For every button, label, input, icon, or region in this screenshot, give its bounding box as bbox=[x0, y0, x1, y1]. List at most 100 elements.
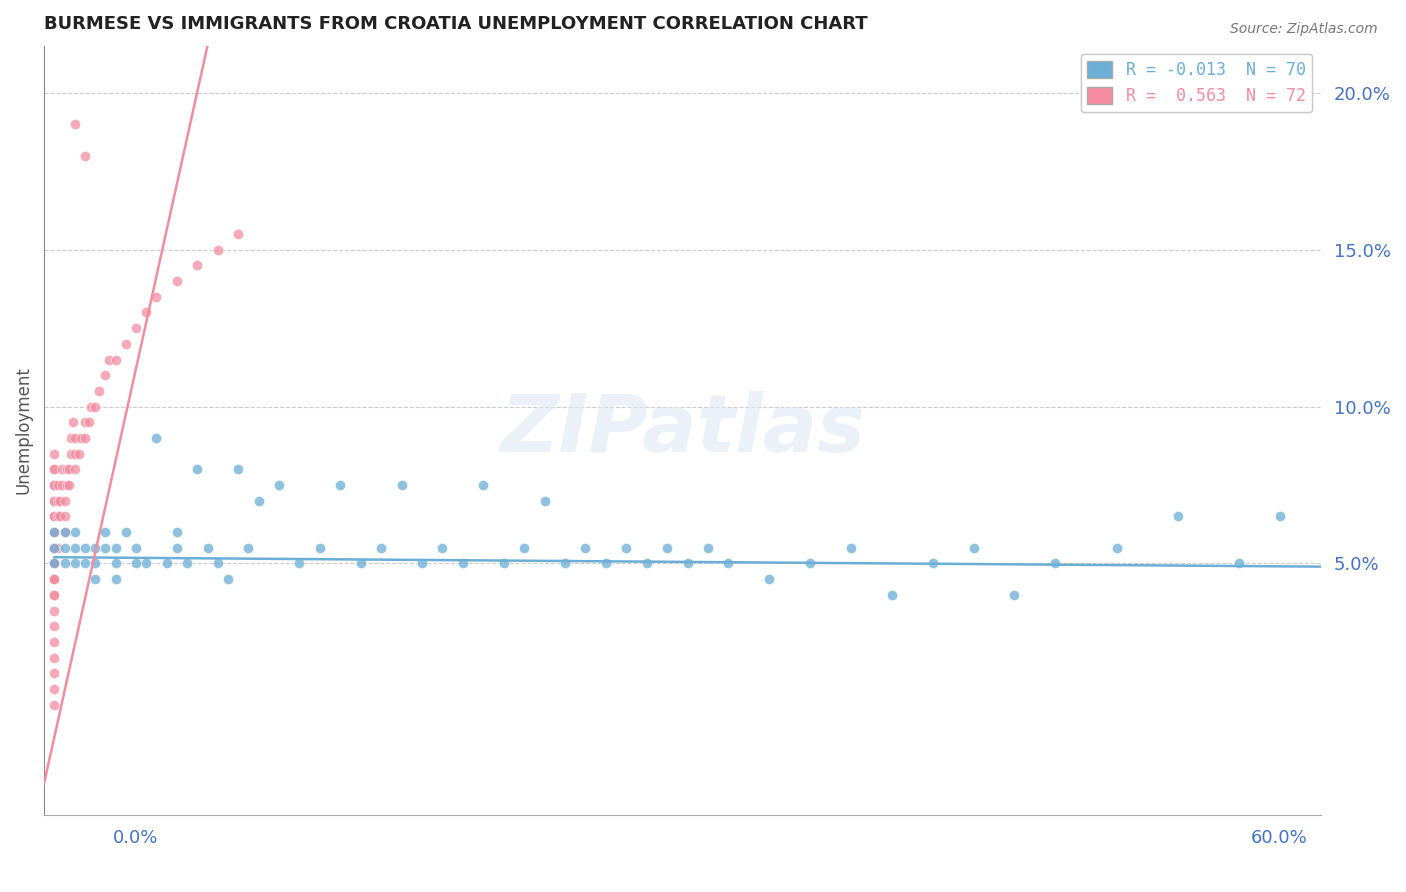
Point bbox=[58, 478, 80, 492]
Point bbox=[839, 541, 862, 555]
Point bbox=[44, 557, 66, 571]
Point bbox=[156, 557, 179, 571]
Point bbox=[53, 557, 76, 571]
Point bbox=[63, 557, 86, 571]
Point bbox=[70, 431, 93, 445]
Point bbox=[655, 541, 678, 555]
Point bbox=[238, 541, 260, 555]
Point bbox=[166, 541, 188, 555]
Point bbox=[614, 541, 637, 555]
Point bbox=[432, 541, 454, 555]
Point bbox=[44, 478, 66, 492]
Point bbox=[595, 557, 617, 571]
Point bbox=[55, 478, 77, 492]
Point bbox=[49, 493, 72, 508]
Point bbox=[44, 493, 66, 508]
Point bbox=[73, 415, 96, 429]
Point bbox=[350, 557, 373, 571]
Point bbox=[135, 305, 157, 319]
Text: ZIPatlas: ZIPatlas bbox=[501, 391, 865, 469]
Point bbox=[411, 557, 433, 571]
Point bbox=[84, 541, 107, 555]
Point bbox=[962, 541, 984, 555]
Point bbox=[44, 541, 66, 555]
Point bbox=[44, 462, 66, 476]
Point bbox=[94, 368, 117, 383]
Text: Source: ZipAtlas.com: Source: ZipAtlas.com bbox=[1230, 22, 1378, 37]
Point bbox=[73, 541, 96, 555]
Point bbox=[44, 541, 66, 555]
Point bbox=[44, 572, 66, 586]
Point bbox=[166, 274, 188, 288]
Text: 0.0%: 0.0% bbox=[112, 829, 157, 847]
Point bbox=[44, 525, 66, 540]
Point bbox=[114, 336, 136, 351]
Point bbox=[44, 493, 66, 508]
Point bbox=[197, 541, 219, 555]
Point bbox=[186, 462, 208, 476]
Point bbox=[1105, 541, 1128, 555]
Y-axis label: Unemployment: Unemployment bbox=[15, 367, 32, 494]
Point bbox=[44, 462, 66, 476]
Point bbox=[921, 557, 943, 571]
Point bbox=[226, 227, 249, 241]
Point bbox=[574, 541, 596, 555]
Point bbox=[44, 525, 66, 540]
Point bbox=[329, 478, 352, 492]
Point bbox=[44, 588, 66, 602]
Point bbox=[166, 525, 188, 540]
Point bbox=[48, 541, 70, 555]
Point bbox=[145, 290, 167, 304]
Point bbox=[1227, 557, 1250, 571]
Point bbox=[84, 400, 107, 414]
Point bbox=[44, 541, 66, 555]
Point bbox=[63, 431, 86, 445]
Point bbox=[44, 509, 66, 524]
Point bbox=[1002, 588, 1025, 602]
Point bbox=[44, 478, 66, 492]
Point bbox=[1167, 509, 1189, 524]
Point bbox=[44, 557, 66, 571]
Point bbox=[717, 557, 740, 571]
Point bbox=[104, 352, 127, 367]
Point bbox=[676, 557, 699, 571]
Point bbox=[53, 541, 76, 555]
Point bbox=[217, 572, 239, 586]
Point bbox=[176, 557, 198, 571]
Point bbox=[533, 493, 555, 508]
Point bbox=[309, 541, 332, 555]
Point bbox=[94, 525, 117, 540]
Point bbox=[73, 557, 96, 571]
Point bbox=[391, 478, 413, 492]
Point bbox=[44, 572, 66, 586]
Point bbox=[53, 525, 76, 540]
Point bbox=[186, 258, 208, 272]
Point bbox=[125, 557, 148, 571]
Point bbox=[44, 557, 66, 571]
Point bbox=[1045, 557, 1067, 571]
Point bbox=[226, 462, 249, 476]
Point bbox=[145, 431, 167, 445]
Point bbox=[44, 557, 66, 571]
Point bbox=[44, 541, 66, 555]
Point bbox=[51, 478, 73, 492]
Point bbox=[1268, 509, 1291, 524]
Point bbox=[53, 525, 76, 540]
Point bbox=[44, 698, 66, 712]
Text: BURMESE VS IMMIGRANTS FROM CROATIA UNEMPLOYMENT CORRELATION CHART: BURMESE VS IMMIGRANTS FROM CROATIA UNEMP… bbox=[44, 15, 868, 33]
Point bbox=[114, 525, 136, 540]
Point bbox=[636, 557, 658, 571]
Point bbox=[44, 619, 66, 633]
Point bbox=[554, 557, 576, 571]
Point bbox=[104, 541, 127, 555]
Point bbox=[49, 509, 72, 524]
Point bbox=[125, 321, 148, 335]
Point bbox=[44, 557, 66, 571]
Point bbox=[63, 447, 86, 461]
Point bbox=[63, 462, 86, 476]
Point bbox=[267, 478, 290, 492]
Point bbox=[59, 447, 82, 461]
Point bbox=[73, 431, 96, 445]
Point bbox=[44, 650, 66, 665]
Point bbox=[44, 509, 66, 524]
